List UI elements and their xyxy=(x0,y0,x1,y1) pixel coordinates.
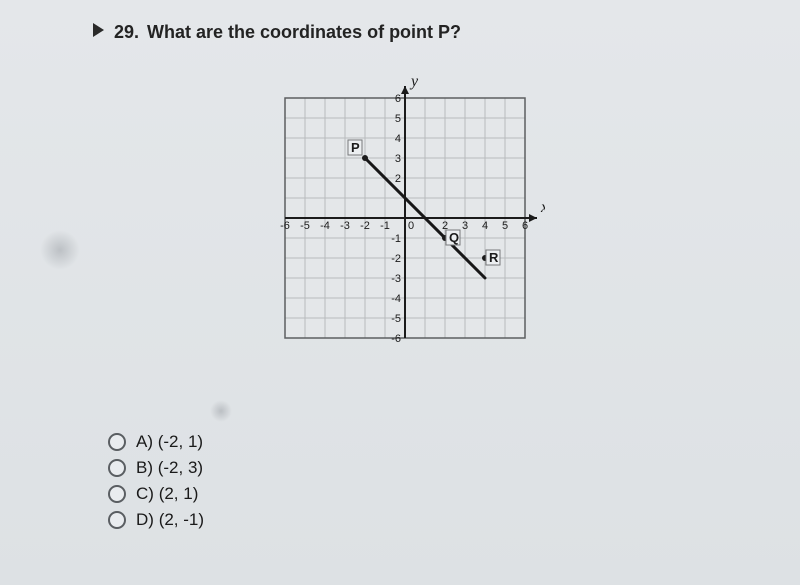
answer-text: A) (-2, 1) xyxy=(136,432,203,452)
svg-text:P: P xyxy=(351,140,360,155)
radio-icon[interactable] xyxy=(108,511,126,529)
svg-text:-2: -2 xyxy=(360,220,370,232)
svg-text:3: 3 xyxy=(395,153,401,165)
svg-text:-3: -3 xyxy=(340,220,350,232)
coordinate-graph: xy-6-5-4-3-2-102345665432-1-2-3-4-5-6PQR xyxy=(265,78,545,358)
svg-text:-1: -1 xyxy=(391,233,401,245)
svg-text:-1: -1 xyxy=(380,220,390,232)
svg-text:-5: -5 xyxy=(391,313,401,325)
svg-text:4: 4 xyxy=(395,133,401,145)
svg-text:2: 2 xyxy=(395,173,401,185)
svg-text:Q: Q xyxy=(449,230,459,245)
svg-text:5: 5 xyxy=(395,113,401,125)
svg-text:-5: -5 xyxy=(300,220,310,232)
svg-text:3: 3 xyxy=(462,220,468,232)
svg-text:-6: -6 xyxy=(280,220,290,232)
radio-icon[interactable] xyxy=(108,485,126,503)
smudge xyxy=(210,400,232,422)
answer-choice-a[interactable]: A) (-2, 1) xyxy=(108,432,204,452)
svg-text:0: 0 xyxy=(408,220,414,232)
smudge xyxy=(40,230,80,270)
answer-text: B) (-2, 3) xyxy=(136,458,203,478)
svg-text:-4: -4 xyxy=(391,293,401,305)
svg-text:-6: -6 xyxy=(391,333,401,345)
worksheet-page: 29. What are the coordinates of point P?… xyxy=(0,0,800,585)
svg-text:-3: -3 xyxy=(391,273,401,285)
svg-text:-2: -2 xyxy=(391,253,401,265)
svg-text:5: 5 xyxy=(502,220,508,232)
svg-text:R: R xyxy=(489,250,499,265)
svg-text:y: y xyxy=(409,78,419,90)
answer-choice-c[interactable]: C) (2, 1) xyxy=(108,484,204,504)
answer-text: D) (2, -1) xyxy=(136,510,204,530)
answer-choice-d[interactable]: D) (2, -1) xyxy=(108,510,204,530)
answer-text: C) (2, 1) xyxy=(136,484,198,504)
play-icon xyxy=(92,22,106,43)
svg-text:4: 4 xyxy=(482,220,488,232)
question-header: 29. What are the coordinates of point P? xyxy=(92,22,461,43)
radio-icon[interactable] xyxy=(108,459,126,477)
answer-choice-b[interactable]: B) (-2, 3) xyxy=(108,458,204,478)
answer-choices: A) (-2, 1) B) (-2, 3) C) (2, 1) D) (2, -… xyxy=(108,432,204,530)
question-text: What are the coordinates of point P? xyxy=(147,22,461,43)
svg-text:6: 6 xyxy=(522,220,528,232)
svg-text:-4: -4 xyxy=(320,220,330,232)
radio-icon[interactable] xyxy=(108,433,126,451)
svg-text:6: 6 xyxy=(395,93,401,105)
svg-text:x: x xyxy=(540,199,545,216)
question-number: 29. xyxy=(114,22,139,43)
